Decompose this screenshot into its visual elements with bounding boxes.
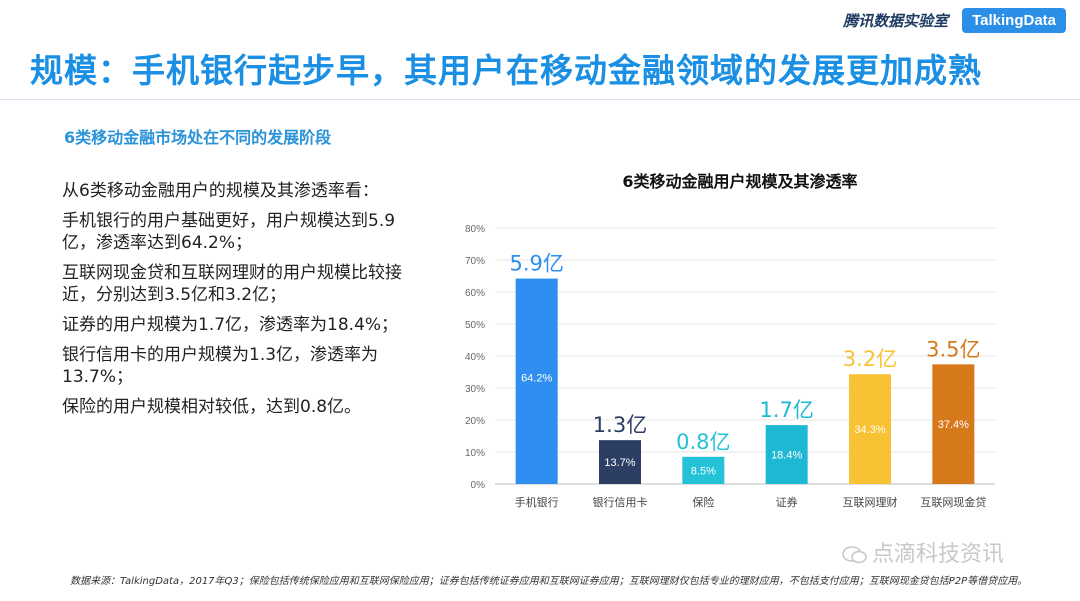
brand-cn-label: 腾讯数据实验室 xyxy=(843,12,949,30)
watermark: 点滴科技资讯 xyxy=(842,536,1004,568)
data-label: 8.5% xyxy=(691,465,716,477)
y-tick-label: 20% xyxy=(465,416,485,427)
data-label: 13.7% xyxy=(604,457,635,469)
watermark-text: 点滴科技资讯 xyxy=(872,542,1005,567)
section-subheading: 6类移动金融市场处在不同的发展阶段 xyxy=(64,128,332,147)
data-label: 37.4% xyxy=(938,419,969,431)
chart-title: 6类移动金融用户规模及其渗透率 xyxy=(622,172,858,191)
header-brand: 腾讯数据实验室 TalkingData xyxy=(843,8,1066,33)
data-label: 18.4% xyxy=(771,450,802,462)
page-title: 规模：手机银行起步早，其用户在移动金融领域的发展更加成熟 xyxy=(30,51,982,90)
summary-paragraph: 手机银行的用户基础更好，用户规模达到5.9亿，渗透率达到64.2%； xyxy=(62,211,396,253)
bar xyxy=(599,440,641,484)
user-scale-label: 0.8亿 xyxy=(676,430,730,454)
x-tick-label: 手机银行 xyxy=(515,495,559,509)
bar xyxy=(682,456,725,484)
data-source-footnote: 数据来源：TalkingData，2017年Q3；保险包括传统保险应用和互联网保… xyxy=(70,576,1028,587)
user-scale-label: 3.2亿 xyxy=(843,347,897,371)
summary-paragraph: 从6类移动金融用户的规模及其渗透率看： xyxy=(62,181,379,201)
title-divider xyxy=(0,99,1080,100)
y-tick-label: 60% xyxy=(465,288,485,299)
user-scale-label: 3.5亿 xyxy=(926,337,980,361)
y-tick-label: 30% xyxy=(465,384,485,395)
talkingdata-logo: TalkingData xyxy=(962,8,1066,33)
summary-paragraph: 保险的用户规模相对较低，达到0.8亿。 xyxy=(62,397,362,417)
summary-paragraph: 互联网现金贷和互联网理财的用户规模比较接近，分别达到3.5亿和3.2亿； xyxy=(62,263,402,305)
user-scale-label: 5.9亿 xyxy=(509,252,563,276)
y-tick-label: 0% xyxy=(471,480,486,491)
x-tick-label: 互联网理财 xyxy=(843,495,898,509)
y-tick-label: 70% xyxy=(465,256,485,267)
bar xyxy=(515,278,558,484)
y-tick-label: 10% xyxy=(465,448,485,459)
bar xyxy=(765,425,808,484)
x-tick-label: 保险 xyxy=(692,495,714,509)
x-tick-label: 互联网现金贷 xyxy=(920,495,986,509)
wechat-icon xyxy=(842,546,867,564)
bar xyxy=(849,374,891,484)
summary-paragraph: 证券的用户规模为1.7亿，渗透率为18.4%； xyxy=(62,315,399,335)
user-scale-label: 1.7亿 xyxy=(759,398,813,422)
y-tick-label: 50% xyxy=(465,320,485,331)
bar xyxy=(932,364,975,484)
data-label: 64.2% xyxy=(521,372,552,384)
user-scale-label: 1.3亿 xyxy=(593,413,647,437)
y-tick-label: 40% xyxy=(465,352,485,363)
x-tick-label: 银行信用卡 xyxy=(593,495,648,509)
y-tick-label: 80% xyxy=(465,224,485,235)
summary-text: 从6类移动金融用户的规模及其渗透率看： 手机银行的用户基础更好，用户规模达到5.… xyxy=(62,180,422,426)
data-label: 34.3% xyxy=(854,424,885,436)
summary-paragraph: 银行信用卡的用户规模为1.3亿，渗透率为13.7%； xyxy=(62,345,379,387)
x-tick-label: 证券 xyxy=(776,495,798,509)
